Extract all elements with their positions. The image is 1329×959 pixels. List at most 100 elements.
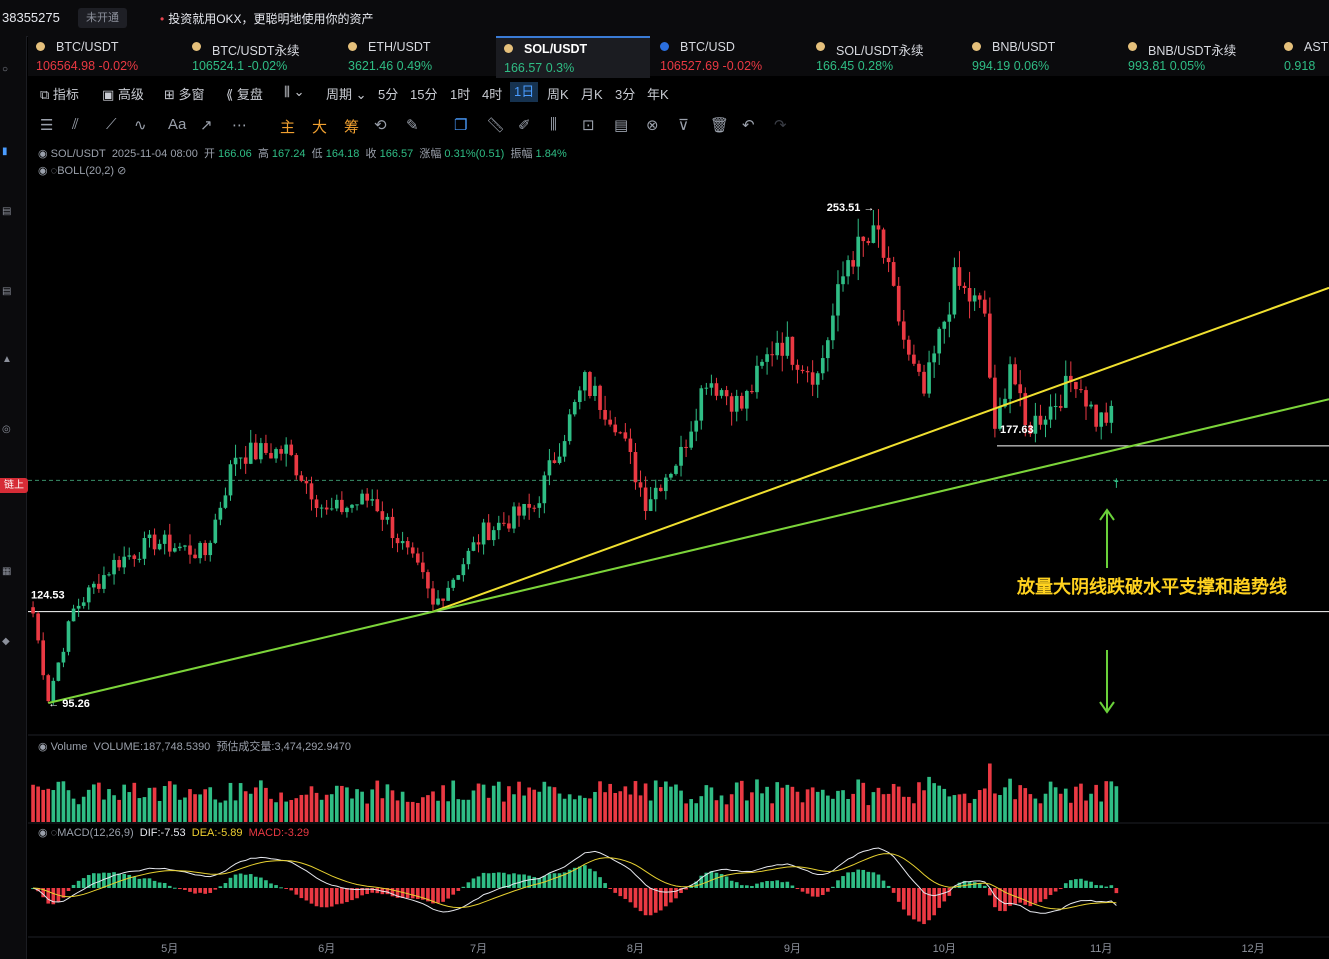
candle-body [142, 537, 147, 559]
volume-bar [952, 795, 957, 822]
ticker-tab-1[interactable]: BTC/USDT永续 106524.1 -0.02% [184, 36, 338, 76]
macd-bar [1109, 885, 1114, 888]
ticker-price: 993.81 0.05% [1128, 59, 1206, 73]
interval-4h[interactable]: 4时 [482, 87, 503, 102]
ticker-tab-8[interactable]: AST 0.918 [1276, 36, 1329, 76]
volume-bar [76, 804, 81, 822]
volume-bar [861, 782, 866, 822]
wave-icon[interactable]: ∿ [134, 117, 147, 134]
ticker-tab-7[interactable]: BNB/USDT永续 993.81 0.05% [1120, 36, 1274, 76]
macd-bar [917, 888, 921, 922]
big-draw-button[interactable]: 大 [312, 119, 328, 136]
interval-1h[interactable]: 1时 [450, 87, 471, 102]
brush-icon[interactable]: ✐ [518, 117, 531, 134]
text-icon[interactable]: Aa [168, 116, 187, 133]
candle-body [1033, 415, 1038, 434]
macd-bar [1058, 888, 1063, 890]
undo-icon[interactable]: ↶ [742, 117, 755, 134]
candle-body [71, 608, 76, 622]
ticker-tab-3[interactable]: SOL/USDT 166.57 0.3% [496, 36, 650, 78]
status-badge[interactable]: 未开通 [78, 8, 127, 28]
copy-icon[interactable]: ❐ [454, 117, 468, 134]
note-icon[interactable]: ▤ [614, 117, 629, 134]
coin-icon [36, 42, 45, 51]
sync-icon[interactable]: ⟲ [374, 117, 387, 134]
interval-month[interactable]: 月K [581, 87, 603, 102]
macd-bar [183, 888, 187, 890]
menu-icon[interactable]: ☰ [40, 117, 54, 134]
interval-3m[interactable]: 3分 [615, 87, 636, 102]
interval-5m[interactable]: 5分 [378, 87, 399, 102]
ticker-tab-2[interactable]: ETH/USDT 3621.46 0.49% [340, 36, 494, 76]
replay-button[interactable]: ⟪ 复盘 [226, 87, 263, 102]
candle-body [112, 559, 116, 575]
volume-bar [1048, 781, 1053, 822]
macd-bar [557, 873, 562, 888]
main-draw-button[interactable]: 主 [280, 119, 296, 136]
onchain-badge[interactable]: 链上 [0, 478, 28, 493]
filter-icon[interactable]: ⊽ [678, 117, 689, 134]
volume-bar [183, 797, 187, 822]
lock-icon[interactable]: ⊡ [582, 117, 595, 134]
macd-bar [815, 888, 820, 897]
chip-draw-button[interactable]: 筹 [344, 119, 360, 136]
macd-bar [451, 888, 456, 895]
sidebar-item-6[interactable]: ▦ [2, 566, 12, 577]
ruler-icon[interactable]: 📏︎ [486, 117, 506, 134]
interval-1d[interactable]: 1日 [510, 82, 539, 102]
interval-week[interactable]: 周K [547, 87, 569, 102]
interval-year[interactable]: 年K [647, 87, 669, 102]
trendline-icon[interactable]: ⟋ [106, 116, 117, 133]
candle-body [132, 555, 137, 559]
sidebar-item-1[interactable]: ○ [2, 64, 9, 75]
candle-icon[interactable]: ⫼ [550, 116, 557, 133]
volume-bar [162, 786, 167, 822]
magnet-icon[interactable]: ⊗ [646, 117, 659, 134]
sidebar-item-news[interactable]: ▤ [2, 206, 12, 217]
candle-body [729, 396, 734, 412]
macd-bar [446, 888, 450, 899]
interval-15m[interactable]: 15分 [410, 87, 438, 102]
macd-bar [410, 888, 415, 899]
multi-window-button[interactable]: ⊞ 多窗 [164, 87, 205, 102]
macd-bar [203, 888, 208, 894]
candle-body [107, 574, 111, 576]
sidebar-item-4[interactable]: ▲ [2, 354, 12, 365]
boll-legend[interactable]: ◉ ◌BOLL(20,2) ⊘ [38, 164, 126, 177]
sidebar-item-7[interactable]: ◆ [2, 636, 10, 647]
trash-icon[interactable]: 🗑︎ [710, 117, 730, 134]
indicators-button[interactable]: ⧉ 指标 [40, 87, 79, 102]
notice-text[interactable]: • 投资就用OKX，更聪明地使用你的资产 [160, 10, 374, 27]
macd-bar [415, 888, 420, 899]
volume-bar [1104, 781, 1109, 822]
candle-body [684, 446, 688, 448]
candle-body [937, 328, 942, 354]
volume-bar [628, 794, 633, 822]
ticker-tab-5[interactable]: SOL/USDT永续 166.45 0.28% [808, 36, 962, 76]
candle-body [674, 465, 678, 474]
macd-bar [1033, 888, 1038, 904]
arrow-icon[interactable]: ↗ [200, 117, 213, 134]
volume-bar [522, 795, 526, 822]
candle-body [1114, 480, 1119, 483]
ticker-tab-0[interactable]: BTC/USDT 106564.98 -0.02% [28, 36, 182, 76]
chart-type-icon[interactable]: ⫼ ⌄ [284, 84, 305, 99]
redo-icon[interactable]: ↷ [774, 117, 787, 134]
more-icon[interactable]: ⋯ [232, 117, 247, 134]
volume-bar [593, 791, 597, 822]
erase-icon[interactable]: ✎ [406, 117, 419, 134]
multi-line-icon[interactable]: ⫽ [72, 116, 79, 133]
volume-bar [36, 786, 40, 822]
sidebar-item-chart[interactable]: ▮ [2, 146, 8, 157]
ticker-tab-6[interactable]: BNB/USDT 994.19 0.06% [964, 36, 1118, 76]
candle-body [345, 507, 349, 513]
macd-bar [755, 883, 759, 888]
macd-bar [370, 888, 375, 893]
advanced-button[interactable]: ▣ 高级 [102, 87, 144, 102]
sidebar-item-3[interactable]: ▤ [2, 286, 12, 297]
candle-body [826, 340, 830, 359]
period-dropdown[interactable]: 周期 ⌄ [326, 87, 367, 102]
sidebar-item-5[interactable]: ◎ [2, 424, 11, 435]
ticker-tab-4[interactable]: BTC/USD 106527.69 -0.02% [652, 36, 806, 76]
